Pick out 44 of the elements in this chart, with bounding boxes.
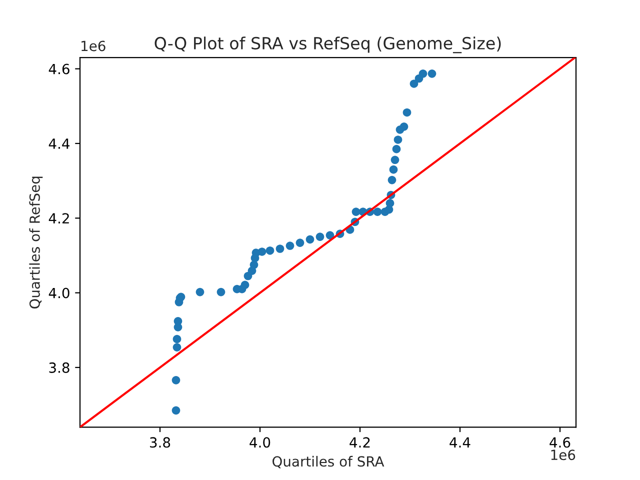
point: [373, 208, 382, 216]
x-tick-label: 4.6: [550, 437, 570, 448]
point: [172, 376, 180, 384]
point: [286, 242, 294, 250]
point: [216, 288, 226, 296]
point: [418, 69, 428, 78]
x-tick-label: 4.0: [250, 437, 270, 448]
point: [258, 248, 266, 256]
point: [326, 231, 334, 240]
point: [316, 232, 324, 241]
y-axis-title: Quartiles of RefSeq: [29, 176, 43, 308]
point: [240, 280, 250, 290]
x-axis-title: Quartiles of SRA: [272, 456, 384, 468]
point: [389, 165, 398, 174]
x-tick-label: 3.8: [150, 437, 170, 448]
x-tick-label: 4.2: [350, 437, 370, 448]
point: [174, 317, 182, 326]
text: 1e6: [551, 450, 576, 460]
point: [296, 238, 304, 247]
x-tick-label: 4.4: [450, 437, 470, 448]
point: [386, 199, 394, 208]
point: [196, 288, 204, 296]
point: [392, 144, 401, 154]
point: [400, 122, 408, 131]
point: [172, 334, 182, 344]
y-tick-label: 4.4: [48, 138, 70, 149]
text: 1e6: [82, 40, 106, 52]
point: [352, 208, 360, 216]
y-tick-label: 4.6: [48, 64, 70, 74]
chart-title: Q-Q Plot of SRA vs RefSeq (Genome_Size): [154, 36, 501, 54]
point: [428, 69, 436, 78]
point: [172, 343, 182, 352]
point: [172, 406, 180, 415]
point: [266, 246, 274, 255]
point: [402, 108, 412, 117]
point: [306, 235, 314, 244]
point: [410, 80, 418, 88]
y-tick-label: 4.0: [48, 288, 70, 298]
y-tick-label: 3.8: [49, 362, 70, 373]
y-tick-label: 4.2: [48, 213, 69, 224]
point: [276, 244, 284, 253]
point: [390, 156, 400, 164]
point: [388, 176, 396, 184]
point: [394, 136, 402, 144]
